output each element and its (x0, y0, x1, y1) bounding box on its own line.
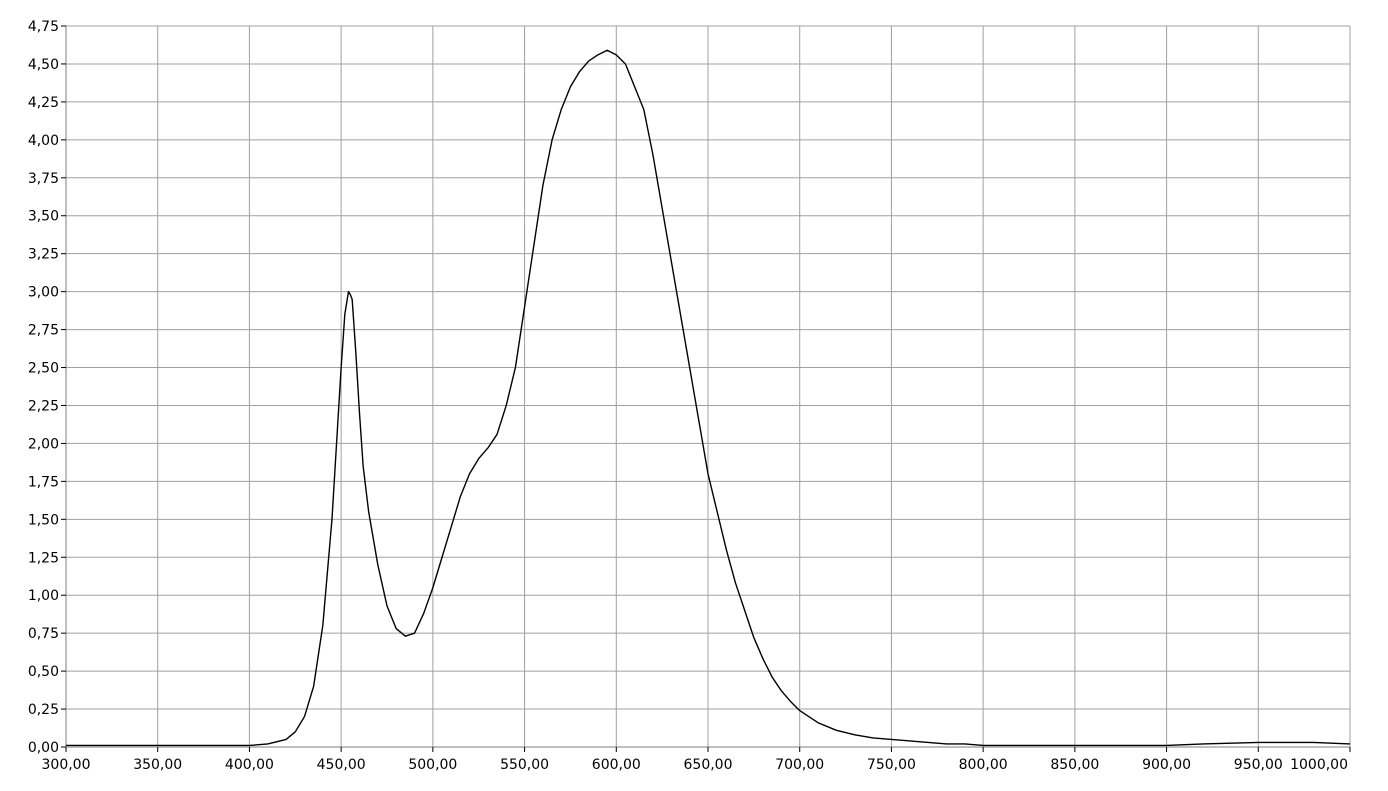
x-tick-label: 700,00 (775, 757, 824, 773)
series-layer (66, 49, 1351, 747)
y-tick-label: 1,25 (28, 550, 59, 566)
x-tick-label: 450,00 (317, 757, 366, 773)
y-tick-label: 0,25 (28, 702, 59, 718)
y-tick-label: 0,75 (28, 626, 59, 642)
x-tick-label: 850,00 (1050, 757, 1099, 773)
y-tick-label: 3,00 (28, 285, 59, 301)
y-tick-label: 3,50 (28, 209, 59, 225)
y-tick-label: 1,00 (28, 588, 59, 604)
y-tick-label: 2,50 (28, 361, 59, 377)
y-tick-label: 0,00 (28, 740, 59, 756)
x-tick-label: 600,00 (592, 757, 641, 773)
x-tick-label: 900,00 (1142, 757, 1191, 773)
y-tick-label: 4,25 (28, 95, 59, 111)
x-tick-label: 800,00 (959, 757, 1008, 773)
x-tick-label: 1000,00 (1290, 757, 1348, 773)
y-tick-label: 2,00 (28, 436, 59, 452)
ticks-layer: 0,00 0,25 0,50 0,75 1,00 1,25 1,50 1,75 2,00 2,25… (28, 19, 1351, 773)
y-tick-label: 3,75 (28, 171, 59, 187)
y-tick-label: 1,50 (28, 512, 59, 528)
x-tick-label: 500,00 (408, 757, 457, 773)
y-tick-label: 2,25 (28, 398, 59, 414)
x-tick-label: 650,00 (684, 757, 733, 773)
x-tick-label: 350,00 (133, 757, 182, 773)
x-tick-label: 300,00 (42, 757, 91, 773)
spectrum-series-line (66, 49, 1351, 747)
y-tick-label: 4,00 (28, 133, 59, 149)
grid-layer (65, 25, 1351, 748)
y-tick-label: 0,50 (28, 664, 59, 680)
x-tick-label: 750,00 (867, 757, 916, 773)
x-tick-label: 400,00 (225, 757, 274, 773)
y-tick-label: 2,75 (28, 323, 59, 339)
y-tick-label: 3,25 (28, 247, 59, 263)
y-tick-label: 4,50 (28, 57, 59, 73)
x-tick-label: 950,00 (1234, 757, 1283, 773)
x-tick-label: 550,00 (500, 757, 549, 773)
y-tick-label: 1,75 (28, 474, 59, 490)
y-tick-label: 4,75 (28, 19, 59, 35)
